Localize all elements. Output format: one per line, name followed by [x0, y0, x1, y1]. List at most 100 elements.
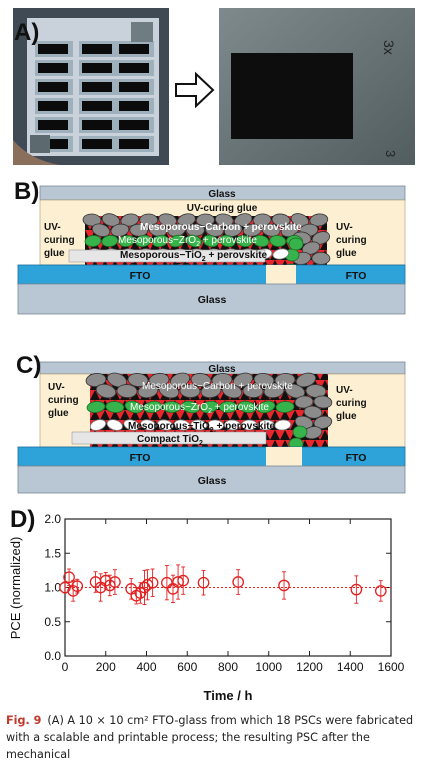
x-tick-label: 1000 [255, 660, 282, 674]
x-tick-label: 1400 [337, 660, 364, 674]
pce-chart: 0.0 0.5 1.0 1.5 2.0 0 200 400 600 800 1000 1200 140… [8, 512, 405, 703]
carbon-particle [305, 384, 327, 398]
glue-right-label: UV- curing glue [336, 385, 367, 422]
cell-active-area [38, 82, 68, 92]
y-tick-label: 0.0 [44, 649, 61, 663]
glass-bottom-label: Glass [198, 475, 227, 487]
photo-label-bottom: 3 [383, 150, 398, 157]
data-point [278, 571, 290, 600]
fto-left-label: FTO [130, 452, 151, 464]
x-tick-label: 600 [177, 660, 197, 674]
data-point [232, 569, 245, 595]
carbon-particle [139, 213, 159, 227]
panel-letter-a: A) [14, 19, 40, 46]
tio2-layer-label: Mesoporous−TiO2 + perovskite [128, 421, 276, 434]
tio2-particle [272, 248, 290, 260]
cell-active-area [82, 139, 112, 149]
point-marker [146, 576, 159, 589]
glue-top-label: UV-curing glue [187, 203, 258, 214]
svg-text:glue: glue [44, 248, 65, 259]
zro2-particle [124, 400, 143, 414]
carbon-particle [148, 223, 167, 237]
process-arrow-icon [175, 71, 215, 109]
x-axis-label: Time / h [204, 688, 253, 703]
tio2-particle [240, 419, 258, 431]
fto-gap [266, 265, 296, 284]
cell-active-area [38, 44, 68, 54]
tio2-particle [173, 419, 191, 431]
data-point [177, 566, 190, 595]
x-tick-label: 200 [96, 660, 116, 674]
cell-active-area [119, 44, 149, 54]
carbon-particle [177, 213, 196, 227]
point-marker [59, 581, 71, 594]
tio2-particle [123, 419, 140, 431]
zro2-particle [101, 235, 119, 247]
carbon-particle [252, 213, 272, 227]
data-point [109, 569, 121, 595]
glue-left-label: UV- curing glue [44, 222, 75, 259]
fto-right-label: FTO [346, 270, 367, 282]
carbon-particle [313, 395, 333, 409]
zro2-particle [237, 400, 257, 414]
carbon-particle [190, 373, 212, 387]
panel-a: 3x 3 [13, 8, 415, 165]
y-tick-label: 0.5 [44, 615, 61, 629]
carbon-particle [311, 251, 331, 265]
zro2-particle [185, 234, 202, 248]
point-marker [63, 571, 75, 584]
carbon-layer-label: Mesoporous−Carbon + perovskite [140, 222, 302, 233]
tio2-particle [89, 419, 107, 431]
carbon-particle [261, 223, 281, 237]
point-marker [109, 576, 121, 588]
carbon-particle [311, 231, 331, 245]
x-tick-label: 400 [136, 660, 156, 674]
zro2-particle [118, 234, 135, 248]
cell-active-area [38, 63, 68, 73]
zro2-particle [86, 401, 106, 413]
zro2-particle [269, 235, 287, 247]
carbon-particle [110, 223, 130, 237]
x-tick-label: 1200 [296, 660, 323, 674]
svg-text:UV-: UV- [44, 222, 61, 233]
zro2-particle [105, 401, 125, 413]
data-point [161, 565, 173, 601]
caption-line-1: Fig. 9 (A) A 10 × 10 cm² FTO-glass from w… [6, 714, 414, 727]
carbon-particle [274, 373, 296, 387]
carbon-particle [211, 373, 233, 387]
zro2-particle [219, 234, 236, 248]
tio2-particle [190, 419, 208, 431]
carbon-particle [169, 372, 191, 388]
point-marker [232, 576, 245, 588]
data-point [63, 568, 75, 586]
data-point [197, 569, 210, 596]
y-axis-ticks: 0.0 0.5 1.0 1.5 2.0 [44, 512, 391, 663]
zro2-particle [135, 234, 152, 248]
data-point [146, 568, 159, 597]
glass-top-label: Glass [208, 189, 236, 200]
carbon-particle [200, 384, 222, 399]
carbon-particle [242, 384, 264, 398]
data-point [71, 578, 84, 594]
carbon-particle [221, 383, 243, 399]
tio2-particle [140, 419, 157, 431]
carbon-particle [196, 213, 215, 227]
compact-tio2-layer [68, 249, 266, 263]
zro2-particle [181, 400, 200, 414]
cell-active-area [119, 63, 149, 73]
svg-text:UV-: UV- [336, 222, 353, 233]
point-marker [278, 579, 290, 592]
fto-left-label: FTO [130, 270, 151, 282]
svg-text:UV-: UV- [336, 385, 353, 396]
carbon-particle [91, 223, 111, 237]
carbon-particle [295, 372, 317, 388]
carbon-particle [137, 383, 159, 399]
photo-label-top: 3x [381, 40, 397, 55]
zro2-layer-label: Mesoporous−ZrO2 + perovskite [130, 402, 269, 415]
zro2-layer-label: Mesoporous−ZrO2 + perovskite [118, 235, 257, 248]
carbon-particle [158, 383, 180, 399]
zro2-particle [143, 400, 163, 414]
carbon-particle [232, 372, 254, 388]
svg-text:glue: glue [48, 408, 69, 419]
zro2-particle [218, 401, 238, 413]
